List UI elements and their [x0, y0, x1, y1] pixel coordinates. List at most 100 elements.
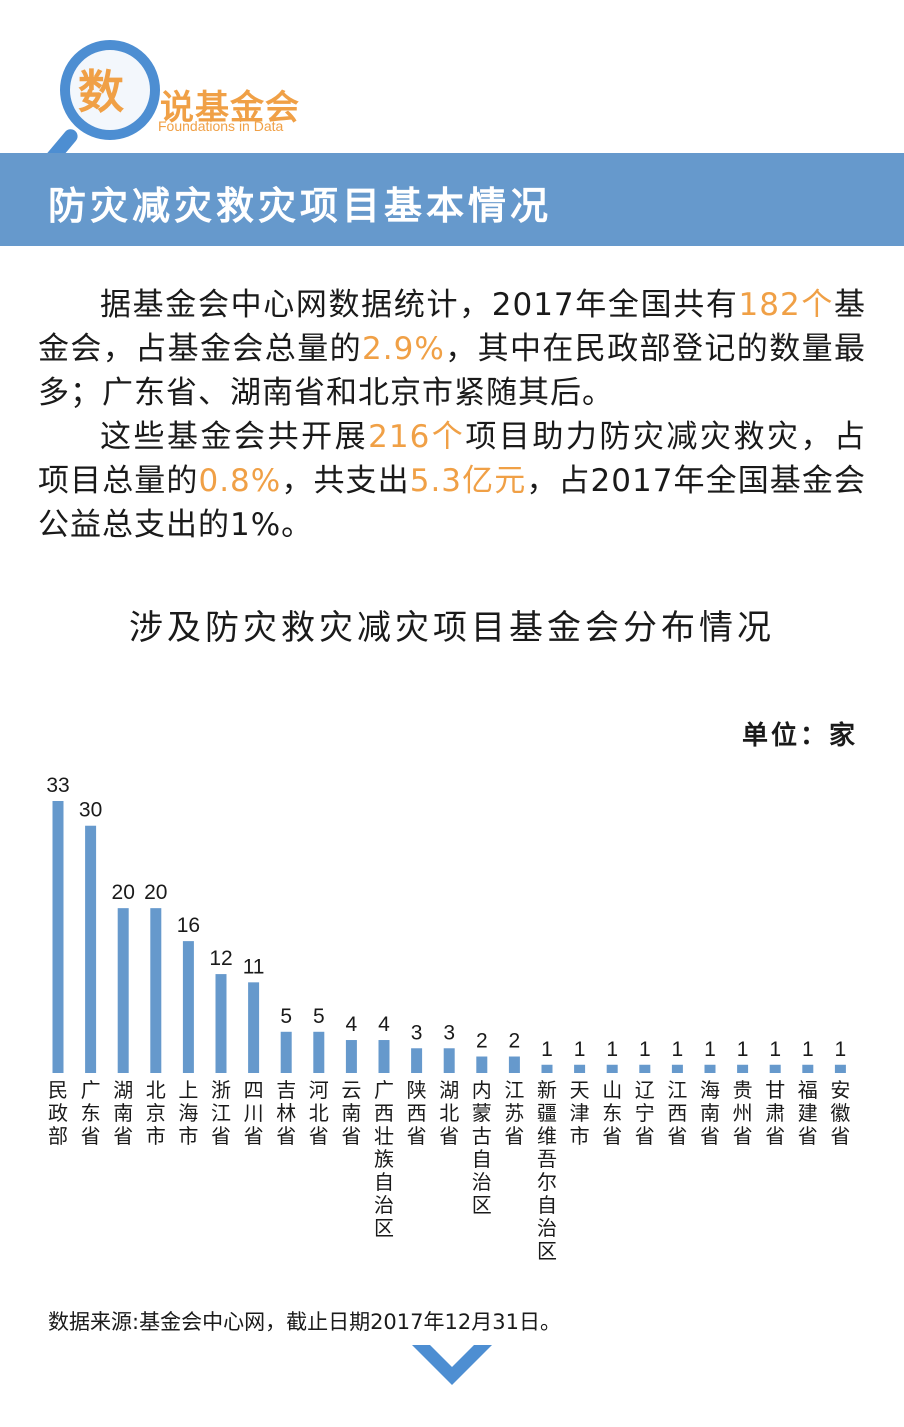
category-label: 河北省 [308, 1078, 329, 1148]
bar [541, 1064, 553, 1073]
bar [671, 1064, 683, 1073]
bar [769, 1064, 781, 1073]
intro-text-segment: 项目助力防灾减灾救灾，占项目总量的 [38, 419, 866, 499]
bar [737, 1064, 749, 1073]
category-label: 江苏省 [504, 1078, 525, 1148]
bar [150, 908, 162, 1073]
category-label: 广东省 [80, 1078, 101, 1148]
bar-value-label: 1 [802, 1038, 814, 1061]
category-label: 上海市 [178, 1078, 199, 1148]
bar-value-label: 4 [346, 1013, 358, 1036]
bar [443, 1048, 455, 1073]
bar-chart: 33 30 20 20 16 12 11 5 5 4 4 3 3 2 2 1 1 1 1 1 1 1 1 1 1 民政部 广东省湖… [0, 760, 904, 1280]
bar [476, 1056, 488, 1073]
bar [313, 1031, 325, 1073]
category-label: 山东省 [602, 1078, 623, 1148]
category-label: 云南省 [341, 1078, 362, 1148]
chevron-down-icon[interactable] [412, 1345, 492, 1391]
bar-value-label: 1 [737, 1038, 749, 1061]
bar [85, 825, 97, 1073]
bar [215, 974, 227, 1073]
category-label: 福建省 [797, 1078, 818, 1148]
bar [574, 1064, 586, 1073]
bar-value-label: 1 [606, 1038, 618, 1061]
magnifier-icon [60, 40, 160, 140]
bar [182, 941, 194, 1073]
bar [117, 908, 129, 1073]
category-label: 江西省 [667, 1078, 688, 1148]
bar-value-label: 3 [443, 1021, 455, 1044]
category-label: 北京市 [145, 1078, 166, 1148]
category-label: 四川省 [243, 1078, 264, 1148]
chart-title: 涉及防灾救灾减灾项目基金会分布情况 [129, 608, 775, 648]
bar-value-label: 1 [672, 1038, 684, 1061]
bar-value-label: 20 [144, 881, 167, 904]
logo: 数 说基金会 Foundations in Data [37, 30, 340, 174]
bar-value-label: 16 [177, 914, 200, 937]
category-label: 陕西省 [406, 1078, 427, 1148]
bar [248, 982, 260, 1073]
logo-name: 说基金会 [160, 88, 300, 128]
category-label: 吉林省 [276, 1078, 297, 1148]
intro-text-segment: 据基金会中心网数据统计，2017年全国共有 [100, 287, 739, 323]
bar-value-label: 11 [243, 955, 265, 978]
bar-value-label: 5 [280, 1005, 292, 1028]
category-label: 甘肃省 [765, 1078, 786, 1148]
page-title: 防灾减灾救灾项目基本情况 [48, 184, 553, 228]
category-label: 新疆维吾尔自治区 [537, 1078, 557, 1263]
intro-text-segment: 基金会，占基金会总量的 [38, 287, 866, 367]
bar-value-label: 33 [46, 774, 69, 797]
bar [802, 1064, 814, 1073]
bar-value-label: 2 [476, 1030, 488, 1053]
category-label: 湖南省 [113, 1078, 134, 1148]
highlight-spending: 5.3亿元 [409, 463, 527, 499]
title-bar: 防灾减灾救灾项目基本情况 [0, 153, 904, 246]
category-label: 安徽省 [830, 1078, 851, 1148]
bar-value-label: 30 [79, 799, 102, 822]
category-label: 海南省 [700, 1078, 720, 1148]
bar [704, 1064, 716, 1073]
bar [508, 1056, 520, 1073]
bar-value-label: 5 [313, 1005, 325, 1028]
category-label: 天津市 [569, 1078, 590, 1148]
category-label: 内蒙古自治区 [471, 1078, 492, 1217]
category-label: 浙江省 [211, 1078, 231, 1148]
bar [639, 1064, 651, 1073]
highlight-projects: 216个 [368, 419, 466, 455]
bar-value-label: 2 [509, 1030, 521, 1053]
intro-text-segment: ，共支出 [281, 463, 410, 499]
bar-value-label: 1 [574, 1038, 586, 1061]
bar-value-label: 1 [639, 1038, 651, 1061]
bar [411, 1048, 423, 1073]
bar [52, 801, 64, 1073]
highlight-count: 182个 [738, 287, 834, 323]
intro-text-segment: ，其中在民政部登记的数量最多；广东省、湖南省和北京市紧随其后。 [38, 331, 866, 411]
highlight-share: 2.9% [362, 331, 445, 367]
logo-char: 数 [78, 65, 124, 119]
chart-unit: 单位：家 [741, 721, 858, 751]
bar-value-label: 4 [378, 1013, 390, 1036]
bar-value-label: 1 [541, 1038, 553, 1061]
bar [280, 1031, 292, 1073]
category-label: 辽宁省 [634, 1078, 655, 1148]
intro-text-segment: 这些基金会共开展 [100, 419, 369, 455]
category-label: 贵州省 [732, 1078, 753, 1148]
category-label: 湖北省 [439, 1078, 460, 1148]
category-label: 广西壮族自治区 [374, 1078, 394, 1240]
intro-text: 据基金会中心网数据统计，2017年全国共有182个基金会，占基金会总量的2.9%… [38, 283, 866, 547]
bar-value-label: 1 [769, 1038, 781, 1061]
highlight-project-share: 0.8% [198, 463, 282, 499]
intro-text-segment: ，占2017年全国基金会公益总支出的1%。 [38, 463, 866, 543]
logo-subtitle: Foundations in Data [158, 118, 284, 134]
intro-paragraph-2: 这些基金会共开展216个项目助力防灾减灾救灾，占项目总量的0.8%，共支出5.3… [38, 415, 866, 547]
intro-paragraph-1: 据基金会中心网数据统计，2017年全国共有182个基金会，占基金会总量的2.9%… [38, 283, 866, 415]
bar-value-label: 12 [209, 947, 232, 970]
bar [345, 1040, 357, 1073]
data-source: 数据来源:基金会中心网，截止日期2017年12月31日。 [48, 1310, 561, 1334]
category-label: 民政部 [48, 1078, 68, 1148]
bar-value-label: 20 [112, 881, 135, 904]
bar [606, 1064, 618, 1073]
bar-value-label: 3 [411, 1021, 423, 1044]
bar-value-label: 1 [835, 1038, 847, 1061]
